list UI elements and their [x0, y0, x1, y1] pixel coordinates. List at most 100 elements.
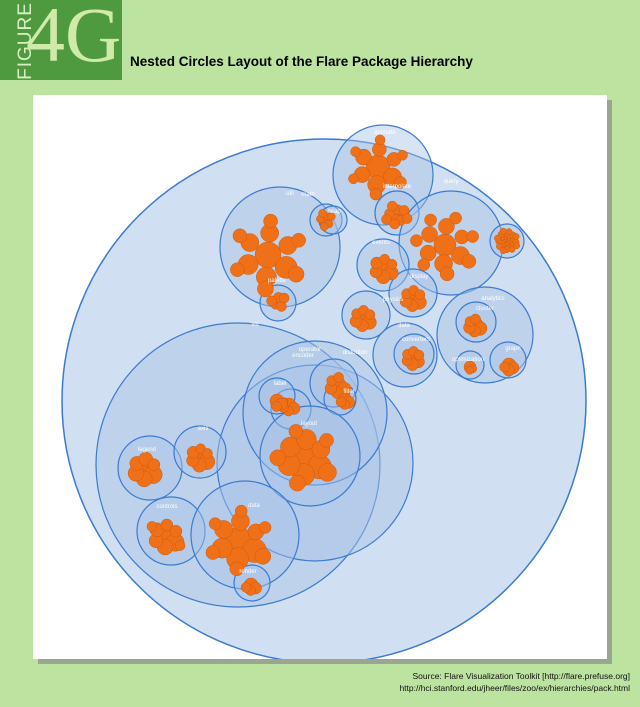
leaf-node	[205, 545, 221, 560]
leaf-node	[439, 266, 455, 282]
leaf-node	[397, 149, 408, 161]
leaf-node	[202, 448, 213, 459]
figure-badge: FIGURE 4G	[0, 0, 122, 80]
leaf-node	[449, 211, 462, 225]
leaf-node	[232, 228, 248, 244]
leaf-node	[512, 233, 520, 241]
leaf-node	[466, 230, 479, 243]
leaf-node	[413, 349, 425, 361]
label-root: flare	[317, 115, 329, 121]
leaf-node	[508, 245, 516, 253]
leaf-node	[499, 361, 510, 373]
leaf-node	[374, 134, 386, 146]
leaf-node	[169, 524, 183, 538]
label-operator: operator	[299, 347, 321, 353]
leaf-node	[381, 214, 392, 225]
leaf-node	[288, 424, 304, 439]
leaf-node	[146, 521, 158, 532]
diagram-panel: flare animate interpolate query util math pale…	[33, 95, 607, 664]
label-query: query	[443, 179, 458, 185]
leaf-node	[424, 213, 437, 227]
label-physics: physics	[383, 297, 403, 303]
label-analytics: analytics	[481, 296, 504, 302]
leaf-node	[335, 396, 347, 408]
leaf-node	[410, 234, 423, 247]
leaf-node	[174, 540, 186, 551]
leaf-node	[417, 258, 431, 271]
leaf-node	[289, 474, 306, 492]
leaf-node	[287, 265, 305, 283]
leaf-node	[318, 463, 337, 482]
label-render: render	[239, 569, 256, 575]
label-interpolate: interpolate	[383, 184, 412, 190]
leaf-node	[147, 458, 161, 471]
leaf-node	[470, 313, 481, 325]
leaf-node	[208, 517, 222, 530]
label-distortion: distortion	[343, 350, 367, 356]
leaf-node	[386, 258, 398, 270]
leaf-node	[499, 247, 507, 255]
label-palette: palette	[268, 278, 287, 284]
leaf-node	[318, 209, 327, 218]
leaf-node	[513, 242, 520, 250]
figure-title: Nested Circles Layout of the Flare Packa…	[130, 54, 473, 69]
source-note: Source: Flare Visualization Toolkit [htt…	[399, 670, 630, 694]
label-encoder: encoder	[292, 353, 314, 359]
leaf-node	[389, 218, 400, 230]
leaf-node	[465, 366, 474, 375]
label-util: util	[286, 191, 294, 197]
leaf-node	[319, 433, 334, 448]
leaf-node	[258, 521, 272, 534]
label-vis: vis	[251, 322, 258, 328]
label-graph: graph	[505, 346, 520, 352]
leaf-node	[369, 187, 383, 201]
leaf-node	[494, 234, 501, 242]
leaf-node	[401, 213, 413, 224]
leaf-node	[438, 218, 455, 235]
leaf-node	[278, 292, 290, 304]
leaf-node	[234, 504, 248, 518]
leaf-node	[348, 173, 359, 185]
package-operator	[242, 340, 388, 486]
leaf-node	[499, 227, 507, 235]
leaf-node	[240, 582, 252, 593]
label-events: events	[372, 240, 390, 246]
leaf-node	[160, 518, 174, 532]
circle-packing-diagram: flare animate interpolate query util math pale…	[61, 115, 587, 664]
leaf-node	[394, 176, 407, 189]
label-optimization: optimization	[452, 357, 484, 363]
label-filter: filter	[343, 389, 354, 395]
label-axis: axis	[198, 426, 209, 432]
leaf-node	[230, 262, 245, 277]
leaf-node	[327, 212, 336, 221]
leaf-node	[333, 372, 344, 383]
label-math: math	[301, 192, 314, 198]
source-line-1: Source: Flare Visualization Toolkit [htt…	[412, 671, 631, 681]
label-data: data	[398, 323, 410, 329]
label-converters: converters	[402, 337, 430, 343]
leaf-node	[421, 226, 438, 243]
label-layout: layout	[301, 421, 317, 427]
label-cluster: cluster	[476, 306, 494, 312]
source-line-2: http://hci.stanford.edu/jheer/files/zoo/…	[399, 683, 630, 693]
leaf-node	[229, 561, 245, 577]
leaf-node	[291, 233, 306, 248]
leaf-node	[319, 222, 329, 231]
leaf-node	[364, 309, 376, 320]
leaf-node	[387, 200, 398, 212]
label-heap: heap	[327, 209, 341, 215]
leaf-node	[271, 401, 282, 412]
label-controls: controls	[156, 504, 177, 510]
label-legend: legend	[138, 447, 156, 453]
leaf-node	[505, 228, 513, 236]
leaf-node	[379, 253, 390, 265]
leaf-node	[350, 146, 361, 157]
figure-number: 4G	[26, 0, 122, 78]
leaf-node	[414, 289, 426, 300]
leaf-node	[257, 280, 274, 298]
leaf-node	[461, 254, 477, 269]
leaf-node	[266, 295, 277, 307]
label-display: display	[410, 274, 429, 280]
leaf-node	[269, 449, 287, 467]
leaf-node	[254, 548, 272, 565]
